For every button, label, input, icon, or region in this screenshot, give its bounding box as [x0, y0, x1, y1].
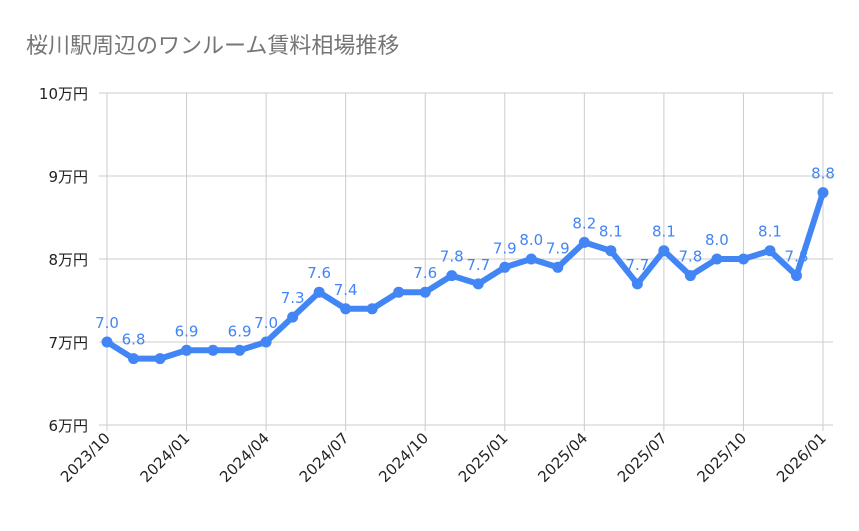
data-label: 8.1	[599, 223, 623, 241]
data-point	[631, 278, 643, 290]
data-point	[711, 253, 723, 265]
data-label: 7.4	[334, 281, 358, 299]
data-point	[154, 353, 166, 365]
data-label: 8.1	[652, 223, 676, 241]
data-label: 7.0	[254, 314, 278, 332]
data-point	[684, 270, 696, 282]
data-point	[658, 245, 670, 257]
data-point	[340, 303, 352, 315]
data-point	[499, 261, 511, 273]
data-point	[552, 261, 564, 273]
data-label: 7.0	[95, 314, 119, 332]
x-tick-label: 2025/07	[614, 429, 671, 486]
x-tick-label: 2024/07	[296, 429, 353, 486]
data-point	[128, 353, 140, 365]
chart-title: 桜川駅周辺のワンルーム賃料相場推移	[26, 34, 400, 59]
x-tick-label: 2025/01	[455, 429, 512, 486]
x-tick-label: 2024/10	[375, 429, 432, 486]
y-tick-label: 9万円	[48, 168, 88, 186]
series-line	[105, 191, 826, 362]
y-tick-label: 10万円	[39, 85, 88, 103]
x-tick-label: 2026/01	[773, 429, 830, 486]
data-label: 7.8	[678, 248, 702, 266]
x-tick-label: 2025/04	[534, 429, 591, 486]
x-tick-label: 2024/01	[137, 429, 194, 486]
data-label: 6.8	[122, 331, 146, 349]
data-point	[817, 187, 829, 199]
data-point	[578, 236, 590, 248]
data-point	[393, 286, 405, 298]
data-label: 7.9	[546, 239, 570, 257]
data-point	[234, 344, 246, 356]
y-tick-label: 8万円	[48, 251, 88, 269]
data-point	[101, 336, 113, 348]
data-point	[790, 270, 802, 282]
data-label: 8.0	[519, 231, 543, 249]
data-point	[260, 336, 272, 348]
data-point	[446, 270, 458, 282]
data-label: 7.7	[466, 256, 490, 274]
data-label: 8.8	[811, 165, 835, 183]
x-tick-label: 2025/10	[693, 429, 750, 486]
data-label: 6.9	[175, 322, 199, 340]
data-label: 7.6	[307, 264, 331, 282]
data-label: 7.8	[440, 248, 464, 266]
data-label: 6.9	[228, 322, 252, 340]
data-point	[737, 253, 749, 265]
data-point	[472, 278, 484, 290]
x-tick-label: 2024/04	[216, 429, 273, 486]
data-point	[419, 286, 431, 298]
y-tick-label: 6万円	[48, 417, 88, 435]
data-label: 7.8	[785, 248, 809, 266]
data-label: 7.3	[281, 289, 305, 307]
data-point	[764, 245, 776, 257]
data-point	[605, 245, 617, 257]
y-tick-label: 7万円	[48, 334, 88, 352]
data-point	[207, 344, 219, 356]
data-point	[366, 303, 378, 315]
data-label: 8.0	[705, 231, 729, 249]
data-label: 8.2	[572, 214, 596, 232]
data-label: 8.1	[758, 223, 782, 241]
data-label: 7.6	[413, 264, 437, 282]
data-point	[181, 344, 193, 356]
data-label: 7.7	[625, 256, 649, 274]
data-point	[313, 286, 325, 298]
data-point	[287, 311, 299, 323]
data-label: 7.9	[493, 239, 517, 257]
x-tick-label: 2023/10	[57, 429, 114, 486]
data-point	[525, 253, 537, 265]
